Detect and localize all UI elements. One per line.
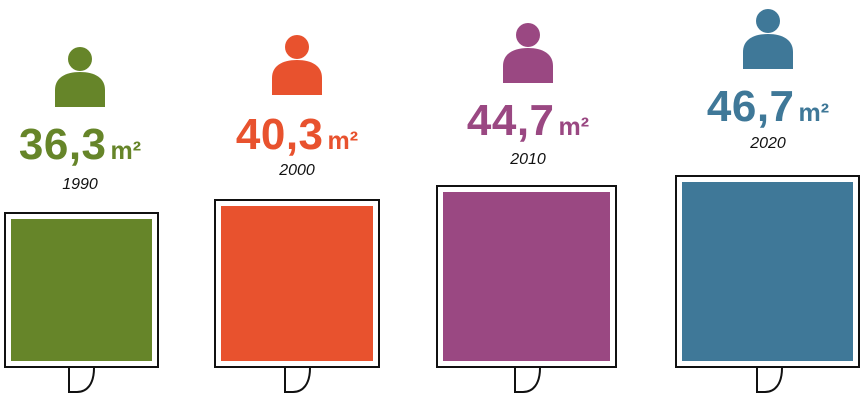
person-body <box>743 34 793 69</box>
room-fill <box>11 219 152 361</box>
room-square <box>214 199 380 368</box>
person-icon <box>55 47 105 107</box>
room-fill <box>682 182 853 361</box>
person-icon <box>743 9 793 69</box>
value-number: 36,3 <box>18 120 107 169</box>
person-head <box>285 35 309 59</box>
value-label: 46,7 m² <box>707 82 829 132</box>
year-label: 2010 <box>510 151 546 168</box>
room-fill <box>443 192 610 361</box>
person-head <box>516 23 540 47</box>
person-body <box>272 60 322 95</box>
door-icon <box>68 367 95 393</box>
value-unit: m² <box>558 113 590 141</box>
door-icon <box>756 367 783 393</box>
year-label: 2020 <box>750 135 786 152</box>
person-body <box>503 48 553 83</box>
person-head <box>756 9 780 33</box>
value-unit: m² <box>327 127 359 155</box>
value-label: 40,3 m² <box>236 110 358 160</box>
person-head <box>68 47 92 71</box>
person-icon <box>272 35 322 95</box>
room-fill <box>221 206 373 361</box>
value-unit: m² <box>798 99 830 127</box>
value-number: 44,7 <box>466 96 555 145</box>
year-label: 2000 <box>279 162 315 179</box>
room-square <box>436 185 617 368</box>
value-number: 40,3 <box>235 110 324 159</box>
value-number: 46,7 <box>706 82 795 131</box>
person-icon <box>503 23 553 83</box>
room-square <box>4 212 159 368</box>
door-icon <box>514 367 541 393</box>
door-icon <box>284 367 311 393</box>
room-square <box>675 175 860 368</box>
value-unit: m² <box>110 137 142 165</box>
year-label: 1990 <box>62 176 98 193</box>
value-label: 36,3 m² <box>19 120 141 170</box>
person-body <box>55 72 105 107</box>
value-label: 44,7 m² <box>467 96 589 146</box>
